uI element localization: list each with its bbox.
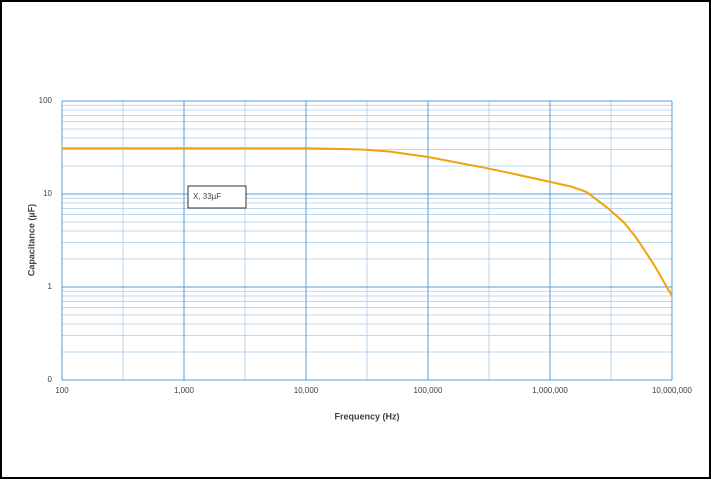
data-line bbox=[62, 147, 673, 297]
y-tick-label: 0 bbox=[48, 375, 53, 384]
x-tick-label: 100,000 bbox=[414, 386, 443, 395]
x-tick-label: 10,000 bbox=[294, 386, 319, 395]
series-label: X, 33µF bbox=[193, 192, 221, 201]
x-tick-label: 100 bbox=[55, 386, 69, 395]
series-label-box bbox=[187, 185, 247, 209]
y-tick-label: 10 bbox=[43, 189, 52, 198]
x-axis-title: Frequency (Hz) bbox=[334, 411, 399, 421]
y-axis-title: Capacitance (µF) bbox=[26, 204, 36, 276]
y-tick-label: 1 bbox=[48, 282, 53, 291]
x-tick-label: 1,000,000 bbox=[532, 386, 568, 395]
x-tick-label: 1,000 bbox=[174, 386, 195, 395]
x-tick-label: 10,000,000 bbox=[652, 386, 693, 395]
y-tick-label: 100 bbox=[39, 96, 53, 105]
